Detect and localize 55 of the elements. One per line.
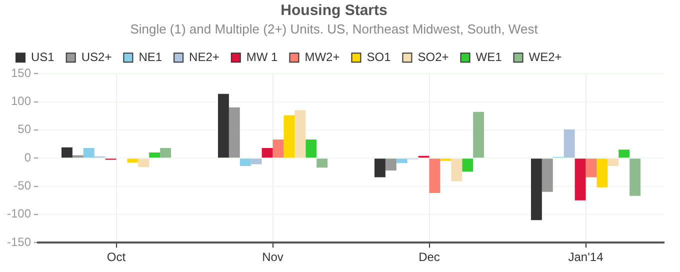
bar <box>272 140 284 158</box>
bar <box>542 158 553 192</box>
legend-label: SO2+ <box>418 50 449 64</box>
bar <box>608 158 619 166</box>
bar <box>306 140 317 158</box>
bar <box>160 148 172 158</box>
bar <box>138 158 150 168</box>
bar <box>61 147 72 158</box>
legend-label: NE2+ <box>189 50 220 64</box>
y-tick-label: 100 <box>10 94 32 108</box>
bar <box>396 158 408 164</box>
bar <box>630 158 641 196</box>
chart-subtitle: Single (1) and Multiple (2+) Units. US, Northeast Midwest, South, West <box>130 21 538 36</box>
bar <box>316 158 328 168</box>
chart-title: Housing Starts <box>280 2 388 20</box>
legend-label: WE1 <box>476 50 502 64</box>
x-tick-label: Dec <box>418 250 440 264</box>
bar <box>574 158 586 200</box>
bar <box>374 158 386 178</box>
legend-label: MW2+ <box>304 50 340 64</box>
legend-label: US2+ <box>81 50 112 64</box>
bar <box>284 115 295 158</box>
bar <box>218 94 229 158</box>
y-tick-label: -150 <box>6 234 32 249</box>
bar <box>83 148 94 158</box>
bar <box>262 148 273 158</box>
bar <box>586 158 597 178</box>
y-tick-label: -100 <box>6 206 32 221</box>
bar <box>462 158 474 172</box>
bar <box>618 150 630 158</box>
y-tick-label: 50 <box>18 122 32 136</box>
bar <box>294 110 306 158</box>
x-tick-label: Oct <box>106 250 126 264</box>
legend-label: US1 <box>31 50 55 64</box>
bar <box>473 112 484 158</box>
bar <box>228 107 240 158</box>
bar <box>451 158 462 182</box>
bar <box>596 158 608 188</box>
bar <box>429 158 440 194</box>
bar <box>240 158 251 166</box>
bar <box>250 158 262 164</box>
bar <box>127 158 138 163</box>
y-tick-label: -50 <box>14 178 32 193</box>
legend-label: SO1 <box>366 50 392 64</box>
legend-label: NE1 <box>138 50 162 64</box>
bar <box>385 158 396 170</box>
bar <box>564 129 575 158</box>
legend-label: MW 1 <box>246 50 278 64</box>
bar <box>530 158 542 220</box>
legend-label: WE2+ <box>528 50 562 64</box>
x-tick-label: Jan'14 <box>568 250 604 264</box>
x-tick-label: Nov <box>262 250 284 264</box>
y-tick-label: 0 <box>24 150 32 164</box>
y-tick-label: 150 <box>10 66 32 80</box>
bar <box>149 152 160 158</box>
